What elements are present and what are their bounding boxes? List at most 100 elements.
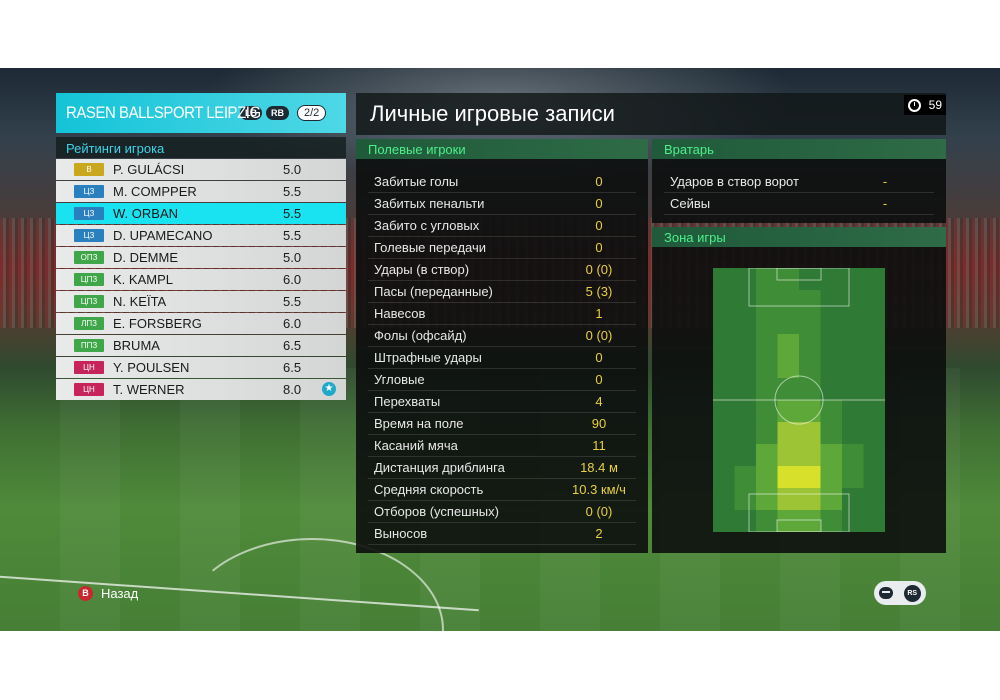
top-penalty-box: [748, 268, 850, 307]
stat-label: Голевые передачи: [374, 240, 487, 255]
stat-row: Касаний мяча 11: [368, 435, 636, 457]
heat-cell: [842, 334, 864, 357]
player-name: M. COMPPER: [113, 184, 197, 199]
stat-row: Время на поле 90: [368, 413, 636, 435]
heat-cell: [756, 444, 778, 467]
rb-button[interactable]: RB: [266, 106, 289, 120]
player-rating: 6.0: [283, 272, 302, 287]
player-row[interactable]: ЦЗ D. UPAMECANO 5.5: [56, 225, 346, 246]
stat-label: Средняя скорость: [374, 482, 484, 497]
position-badge: ППЗ: [74, 339, 104, 352]
heat-cell: [863, 378, 885, 401]
heat-cell: [799, 378, 821, 401]
heat-cell: [734, 510, 757, 532]
rs-button-icon[interactable]: RS: [903, 584, 921, 602]
heat-cell: [863, 290, 885, 313]
heat-cell: [799, 356, 821, 379]
player-row[interactable]: ЦПЗ K. KAMPL 6.0: [56, 269, 346, 290]
heat-cell: [799, 466, 821, 489]
player-row[interactable]: ЦЗ M. COMPPER 5.5: [56, 181, 346, 202]
heat-cell: [777, 378, 800, 401]
gk-stat-row: Сейвы -: [664, 193, 934, 215]
heat-cell: [820, 444, 843, 467]
player-row[interactable]: ЦПЗ N. KEÏTA 5.5: [56, 291, 346, 312]
heat-cell: [713, 510, 735, 532]
goalkeeper-header: Вратарь: [652, 139, 946, 159]
heat-cell: [713, 488, 735, 511]
zone-header: Зона игры: [652, 227, 946, 247]
stat-label: Дистанция дриблинга: [374, 460, 505, 475]
player-row[interactable]: ЦН Y. POULSEN 6.5: [56, 357, 346, 378]
heat-cell: [777, 290, 800, 313]
field-players-panel: Полевые игроки Забитые голы 0 Забитых пена…: [356, 139, 648, 553]
heat-cell: [734, 466, 757, 489]
player-row[interactable]: ППЗ BRUMA 6.5: [56, 335, 346, 356]
stat-value: 0: [595, 350, 603, 365]
heat-cell: [799, 290, 821, 313]
player-row[interactable]: ЦЗ W. ORBAN 5.5: [56, 203, 346, 224]
heat-cell: [842, 466, 864, 489]
back-label: Назад: [101, 586, 139, 601]
gk-stat-row: Ударов в створ ворот -: [664, 171, 934, 193]
goalkeeper-panel: Вратарь Ударов в створ ворот - Сейвы -: [652, 139, 946, 223]
goalkeeper-stats-list: Ударов в створ ворот - Сейвы -: [652, 159, 946, 215]
position-badge: В: [74, 163, 104, 176]
b-button-icon: B: [78, 586, 93, 601]
zone-panel: Зона игры: [652, 227, 946, 553]
heat-cell: [713, 444, 735, 467]
player-rating: 5.5: [283, 228, 302, 243]
chat-icon[interactable]: [879, 587, 894, 599]
stat-row: Забитые голы 0: [368, 171, 636, 193]
heat-cell: [756, 422, 778, 445]
player-row[interactable]: ОПЗ D. DEMME 5.0: [56, 247, 346, 268]
heat-cell: [842, 312, 864, 335]
heat-cell: [713, 334, 735, 357]
gk-stat-value: -: [882, 196, 888, 211]
heat-cell: [777, 444, 800, 467]
stat-row: Забито с угловых 0: [368, 215, 636, 237]
page-title: Личные игровые записи: [356, 93, 946, 135]
player-row[interactable]: ЛПЗ E. FORSBERG 6.0: [56, 313, 346, 334]
top-goal-box: [776, 268, 822, 281]
player-name: D. DEMME: [113, 250, 178, 265]
heat-cell: [713, 268, 735, 291]
stat-label: Фолы (офсайд): [374, 328, 467, 343]
stat-row: Забитых пенальти 0: [368, 193, 636, 215]
stat-row: Навесов 1: [368, 303, 636, 325]
heat-cell: [777, 268, 800, 291]
heat-cell: [734, 290, 757, 313]
heat-cell: [713, 422, 735, 445]
heat-cell: [863, 400, 885, 423]
stat-row: Выносов 2: [368, 523, 636, 545]
heat-cell: [863, 334, 885, 357]
player-row[interactable]: ЦН T. WERNER 8.0 ★: [56, 379, 346, 400]
heat-cell: [799, 444, 821, 467]
heat-cell: [820, 290, 843, 313]
heat-cell: [842, 444, 864, 467]
heat-cell: [799, 510, 821, 532]
heat-cell: [734, 422, 757, 445]
clock-icon: [908, 98, 921, 112]
heat-cell: [713, 356, 735, 379]
back-button[interactable]: B Назад: [78, 586, 138, 601]
gk-stat-label: Сейвы: [670, 196, 711, 211]
heat-cell: [756, 268, 778, 291]
ratings-title: Рейтинги игрока: [56, 137, 346, 158]
player-rating: 8.0: [283, 382, 302, 397]
stat-value: 90: [591, 416, 607, 431]
stat-value: 5 (3): [585, 284, 613, 299]
position-badge: ЦЗ: [74, 229, 104, 242]
team-name: RASEN BALLSPORT LEIPZIG: [66, 103, 261, 122]
stat-value: 0: [595, 372, 603, 387]
lb-button[interactable]: LB: [240, 106, 262, 120]
heat-cell: [756, 488, 778, 511]
stat-label: Выносов: [374, 526, 428, 541]
heat-cell: [842, 290, 864, 313]
player-row[interactable]: В P. GULÁCSI 5.0: [56, 159, 346, 180]
heat-cell: [734, 488, 757, 511]
player-rating: 6.5: [283, 338, 302, 353]
stat-row: Фолы (офсайд) 0 (0): [368, 325, 636, 347]
heat-cell: [777, 466, 800, 489]
player-name: K. KAMPL: [113, 272, 173, 287]
heat-cell: [777, 312, 800, 335]
